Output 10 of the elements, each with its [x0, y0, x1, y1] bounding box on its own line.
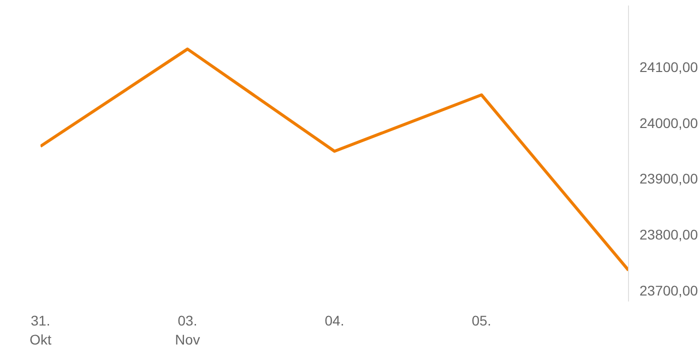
- y-tick-label: 23700,00: [640, 282, 698, 298]
- y-tick-label: 23900,00: [640, 170, 698, 187]
- line-series: [40, 48, 628, 272]
- x-tick-label: 04.: [324, 312, 344, 328]
- y-tick-label: 23800,00: [640, 226, 698, 242]
- y-tick-label: 24000,00: [640, 114, 698, 131]
- x-tick-label: 31. Okt: [30, 312, 52, 348]
- x-tick-label: 05.: [472, 312, 492, 328]
- x-tick-label: 03. Nov: [175, 312, 200, 348]
- y-tick-label: 24100,00: [640, 58, 698, 75]
